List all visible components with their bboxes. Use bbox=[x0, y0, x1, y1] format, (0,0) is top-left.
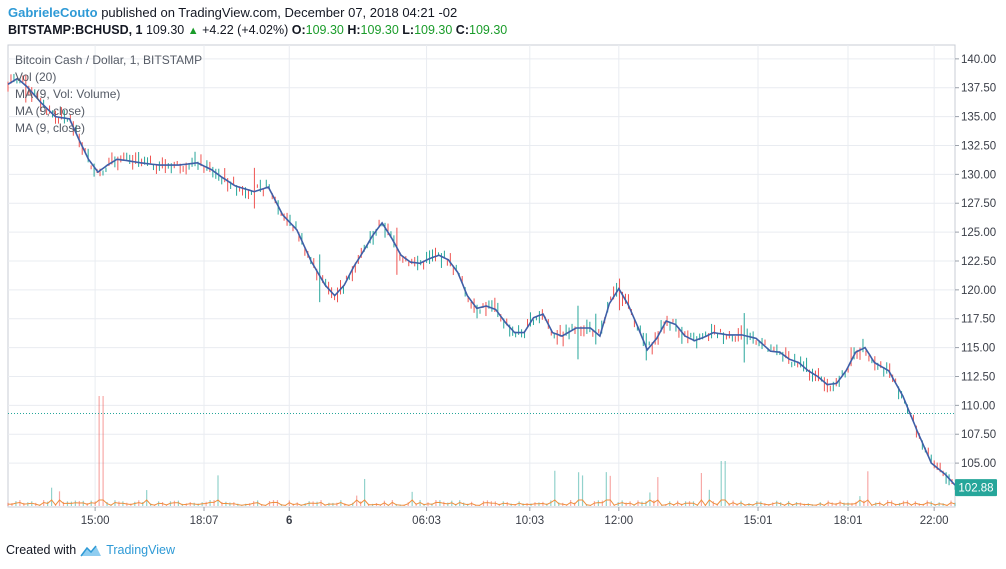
legend-ma-volume[interactable]: MA (9, Vol: Volume) bbox=[15, 87, 121, 101]
x-tick-label: 15:01 bbox=[744, 515, 773, 527]
close-value: 109.30 bbox=[469, 23, 508, 37]
y-tick-label: 137.50 bbox=[961, 83, 996, 95]
legend-ma-close-2[interactable]: MA (9, close) bbox=[15, 121, 86, 135]
open-value: 109.30 bbox=[305, 23, 344, 37]
last-price-label: 102.88 bbox=[955, 479, 997, 497]
publish-info: GabrieleCouto published on TradingView.c… bbox=[8, 5, 457, 21]
created-with-text: Created with bbox=[6, 543, 77, 557]
y-tick-label: 112.50 bbox=[961, 371, 995, 383]
y-tick-label: 122.50 bbox=[961, 256, 996, 268]
last-price-badge bbox=[955, 479, 997, 497]
y-tick-label: 135.00 bbox=[961, 112, 996, 124]
y-tick-label: 115.00 bbox=[961, 343, 995, 355]
indicator-legend: Bitcoin Cash / Dollar, 1, BITSTAMP Vol (… bbox=[15, 52, 202, 137]
y-tick-label: 120.00 bbox=[961, 285, 996, 297]
y-tick-label: 105.00 bbox=[961, 458, 996, 470]
high-label: H: bbox=[347, 23, 361, 37]
time-axis[interactable]: 15:00 18:07 6 06:03 10:03 12:00 15:01 18:01 22:0… bbox=[81, 507, 949, 527]
grid-lines bbox=[8, 45, 955, 507]
price-line bbox=[7, 77, 956, 486]
y-tick-label: 130.00 bbox=[961, 169, 996, 181]
tradingview-link[interactable]: TradingView bbox=[106, 543, 175, 557]
x-tick-label: 10:03 bbox=[515, 515, 544, 527]
tradingview-logo-icon bbox=[80, 545, 102, 556]
last-price: 109.30 bbox=[145, 23, 185, 37]
legend-volume[interactable]: Vol (20) bbox=[15, 70, 57, 84]
x-tick-label: 18:07 bbox=[190, 515, 219, 527]
y-tick-label: 127.50 bbox=[961, 198, 996, 210]
x-tick-label: 18:01 bbox=[834, 515, 863, 527]
x-tick-label: 6 bbox=[286, 515, 292, 527]
legend-ma-close-1[interactable]: MA (9, close) bbox=[15, 104, 86, 118]
last-price-value: 102.88 bbox=[958, 483, 993, 495]
published-text: published on TradingView.com, December 0… bbox=[101, 5, 458, 20]
symbol-name: BITSTAMP:BCHUSD, 1 bbox=[8, 23, 143, 37]
price-change: +4.22 (+4.02%) bbox=[202, 23, 289, 37]
y-tick-label: 107.50 bbox=[961, 429, 996, 441]
price-axis[interactable]: 140.00 137.50 135.00 132.50 130.00 127.50 125.… bbox=[955, 54, 996, 470]
high-value: 109.30 bbox=[360, 23, 399, 37]
volume-bars bbox=[7, 396, 956, 507]
y-tick-label: 117.50 bbox=[961, 314, 995, 326]
low-label: L: bbox=[402, 23, 415, 37]
legend-title: Bitcoin Cash / Dollar, 1, BITSTAMP bbox=[15, 53, 203, 67]
x-tick-label: 06:03 bbox=[412, 515, 441, 527]
volume-ma-line bbox=[7, 499, 956, 507]
x-tick-label: 22:00 bbox=[920, 515, 949, 527]
y-tick-label: 125.00 bbox=[961, 227, 996, 239]
y-tick-label: 110.00 bbox=[961, 400, 995, 412]
footer-credit: Created with TradingView bbox=[6, 543, 175, 557]
open-label: O: bbox=[291, 23, 306, 37]
y-tick-label: 140.00 bbox=[961, 54, 996, 66]
x-tick-label: 15:00 bbox=[81, 515, 110, 527]
plot-area[interactable] bbox=[7, 44, 956, 508]
close-label: C: bbox=[455, 23, 469, 37]
low-value: 109.30 bbox=[414, 23, 453, 37]
x-tick-label: 12:00 bbox=[604, 515, 633, 527]
author-name[interactable]: GabrieleCouto bbox=[8, 5, 98, 20]
up-arrow-icon: ▲ bbox=[187, 25, 199, 37]
symbol-bar: BITSTAMP:BCHUSD, 1 109.30 ▲ +4.22 (+4.02… bbox=[8, 22, 507, 39]
y-tick-label: 132.50 bbox=[961, 140, 996, 152]
